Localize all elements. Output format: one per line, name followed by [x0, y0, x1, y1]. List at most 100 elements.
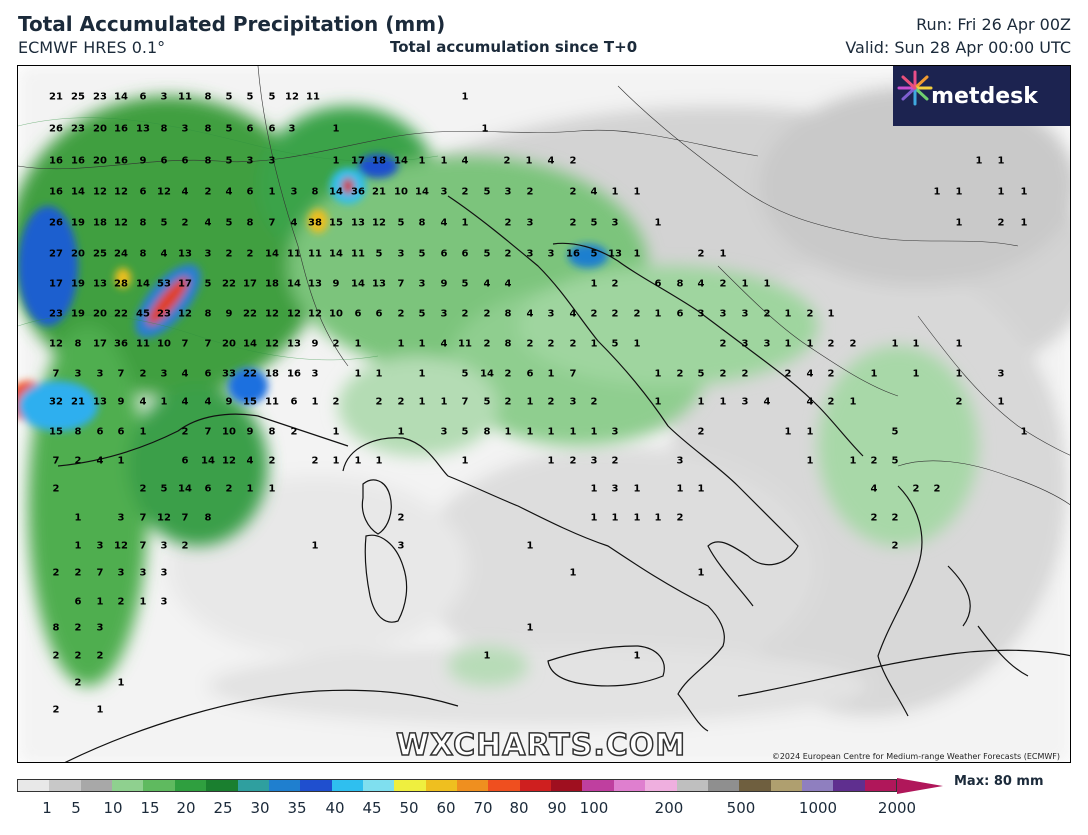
precip-value-label: 9	[246, 426, 254, 438]
precip-value-label: 2	[676, 368, 684, 380]
legend-swatch	[112, 780, 144, 791]
precip-value-label: 1	[806, 455, 814, 467]
precip-value-label: 1	[654, 308, 662, 320]
precip-value-label: 1	[633, 338, 641, 350]
precip-value-label: 11	[306, 91, 320, 103]
precip-value-label: 1	[784, 426, 792, 438]
precip-value-label: 9	[225, 396, 233, 408]
legend-swatch	[676, 780, 708, 791]
precip-value-label: 19	[71, 217, 85, 229]
precip-value-label: 14	[136, 278, 150, 290]
precip-value-label: 1	[955, 368, 963, 380]
precip-value-label: 7	[52, 368, 60, 380]
precip-value-label: 3	[741, 338, 749, 350]
precip-value-label: 12	[287, 308, 301, 320]
precip-value-label: 6	[526, 368, 534, 380]
precip-value-label: 4	[181, 396, 189, 408]
precip-value-label: 6	[461, 248, 469, 260]
precip-value-label: 6	[290, 396, 298, 408]
borders	[18, 66, 1070, 505]
legend-swatch	[206, 780, 238, 791]
precip-value-label: 25	[71, 91, 85, 103]
precip-value-label: 3	[246, 155, 254, 167]
precip-value-label: 4	[483, 278, 491, 290]
precip-value-label: 1	[397, 338, 405, 350]
precip-value-label: 1	[311, 540, 319, 552]
precip-value-label: 45	[136, 308, 150, 320]
precip-value-label: 13	[287, 338, 301, 350]
legend-tick-label: 25	[213, 799, 233, 817]
precip-value-label: 11	[351, 248, 365, 260]
precip-value-label: 11	[287, 248, 301, 260]
precip-value-label: 13	[372, 278, 386, 290]
precip-value-label: 2	[719, 368, 727, 380]
precip-value-label: 2	[139, 368, 147, 380]
precip-value-label: 1	[633, 483, 641, 495]
precip-value-label: 4	[870, 483, 878, 495]
precip-value-label: 1	[741, 278, 749, 290]
precip-value-label: 8	[204, 512, 212, 524]
precip-value-label: 12	[285, 91, 299, 103]
precip-value-label: 1	[418, 338, 426, 350]
precip-value-label: 1	[268, 186, 276, 198]
precip-value-label: 2	[741, 368, 749, 380]
precip-value-label: 1	[654, 512, 662, 524]
chart-subtitle: Total accumulation since T+0	[390, 38, 638, 56]
precip-value-label: 1	[654, 368, 662, 380]
precip-value-label: 5	[891, 455, 899, 467]
precip-value-label: 1	[975, 155, 983, 167]
precip-value-label: 3	[160, 540, 168, 552]
precip-value-label: 1	[1020, 426, 1028, 438]
precip-value-label: 1	[784, 308, 792, 320]
precip-value-label: 1	[526, 622, 534, 634]
precip-value-label: 1	[332, 455, 340, 467]
precip-value-label: 2	[375, 396, 383, 408]
precip-value-label: 6	[160, 155, 168, 167]
precip-value-label: 1	[633, 186, 641, 198]
precip-value-label: 1	[633, 512, 641, 524]
precip-value-label: 3	[139, 567, 147, 579]
precip-value-label: 8	[160, 123, 168, 135]
precip-value-label: 1	[526, 396, 534, 408]
precip-value-label: 16	[114, 123, 128, 135]
legend-tick-label: 90	[547, 799, 567, 817]
precip-value-label: 5	[891, 426, 899, 438]
precip-value-label: 4	[204, 217, 212, 229]
precip-value-label: 2	[827, 338, 835, 350]
precip-value-label: 6	[654, 278, 662, 290]
precip-value-label: 13	[136, 123, 150, 135]
precip-value-label: 2	[870, 455, 878, 467]
precip-value-label: 19	[71, 308, 85, 320]
precip-value-label: 12	[157, 512, 171, 524]
legend-tick-label: 1000	[798, 799, 838, 817]
precip-value-label: 2	[74, 622, 82, 634]
precip-value-label: 7	[397, 278, 405, 290]
precip-value-label: 4	[181, 186, 189, 198]
precip-value-label: 8	[268, 426, 276, 438]
precip-value-label: 2	[719, 338, 727, 350]
precip-value-label: 12	[114, 186, 128, 198]
legend-tick-label: 30	[250, 799, 270, 817]
precip-value-label: 5	[160, 217, 168, 229]
precip-value-label: 7	[52, 455, 60, 467]
precip-value-label: 2	[52, 483, 60, 495]
legend-swatch	[488, 780, 520, 791]
precip-value-label: 2	[503, 155, 511, 167]
precip-value-label: 1	[375, 455, 383, 467]
precip-value-label: 2	[933, 483, 941, 495]
precip-value-label: 14	[178, 483, 192, 495]
precip-value-label: 5	[461, 278, 469, 290]
precip-value-label: 2	[52, 650, 60, 662]
precip-value-label: 1	[547, 426, 555, 438]
precip-value-label: 1	[526, 540, 534, 552]
precip-value-label: 2	[311, 455, 319, 467]
precip-value-label: 2	[891, 540, 899, 552]
precipitation-map[interactable]: 21 25 23 14 6 3 11 8 5 5 5 12 11 1 26 23 20 16 13 8 3 8 5 6 6 3 1 1…	[17, 65, 1071, 763]
precip-value-label: 7	[569, 368, 577, 380]
precip-value-label: 2	[763, 308, 771, 320]
precip-value-label: 10	[222, 426, 236, 438]
precip-value-label: 4	[526, 308, 534, 320]
precip-value-label: 7	[268, 217, 276, 229]
precip-value-label: 1	[375, 368, 383, 380]
precip-value-label: 1	[654, 396, 662, 408]
